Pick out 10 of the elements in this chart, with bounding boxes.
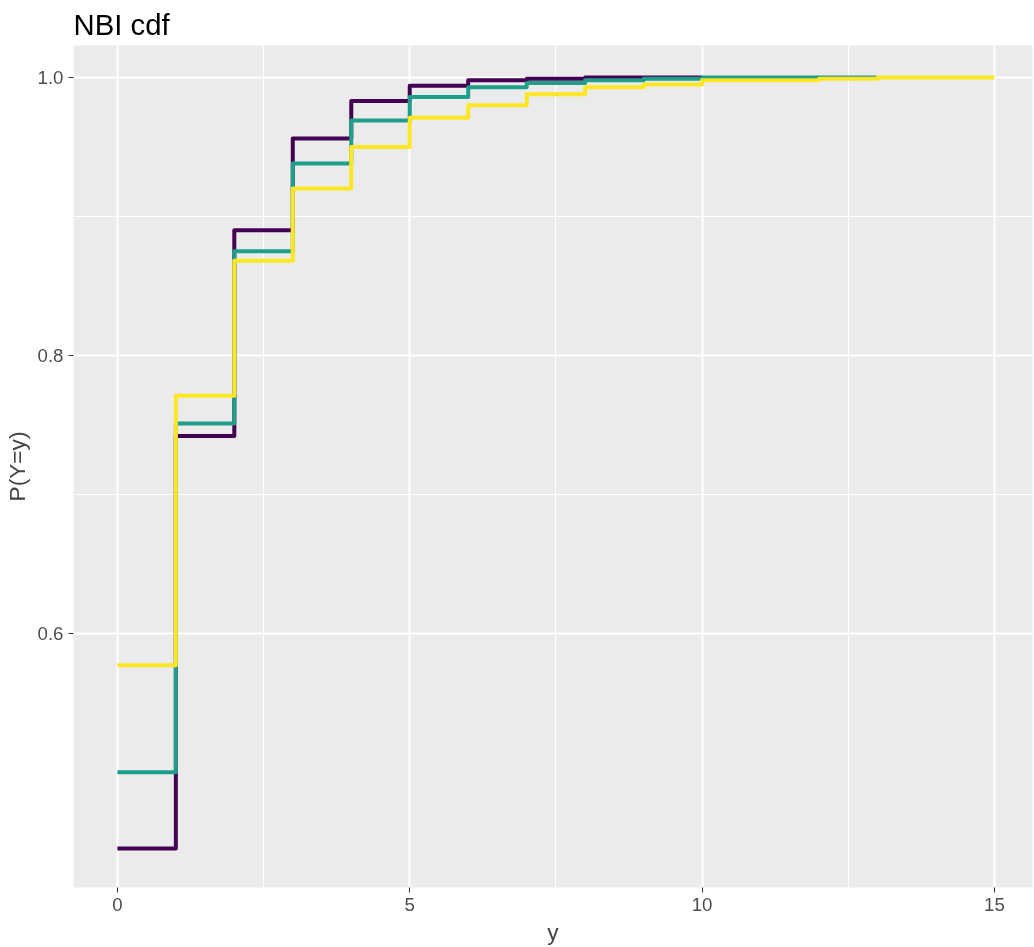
- x-tick-label: 15: [984, 893, 1005, 915]
- x-axis-title: y: [547, 918, 560, 945]
- x-tick-label: 5: [404, 893, 415, 915]
- x-tick-label: 0: [112, 893, 123, 915]
- y-tick-label: 1.0: [37, 66, 64, 88]
- x-tick-label: 10: [691, 893, 713, 915]
- chart-title: NBI cdf: [73, 7, 171, 41]
- y-axis-title: P(Y=y): [3, 431, 30, 502]
- y-tick-label: 0.6: [37, 622, 64, 644]
- y-tick-label: 0.8: [37, 344, 64, 366]
